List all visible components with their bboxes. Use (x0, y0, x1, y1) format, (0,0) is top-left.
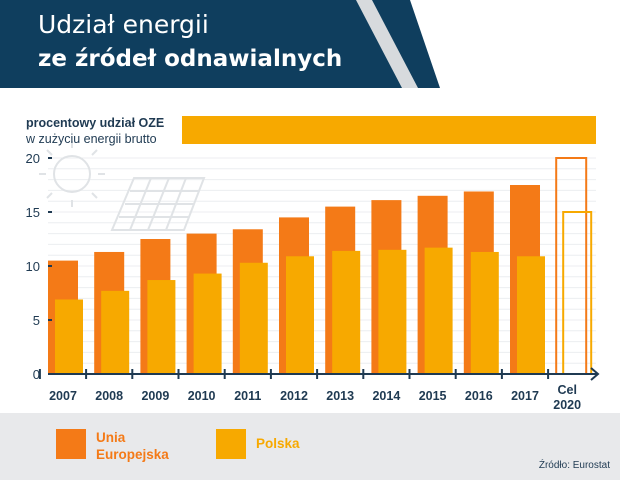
bar-pl-2013 (332, 250, 361, 374)
page-title-line-1: Udział energii (38, 10, 209, 39)
y-tick-label: 20 (26, 151, 40, 166)
y-tick-label: 0 (33, 367, 40, 382)
y-tick-label: 5 (33, 313, 40, 328)
x-tick-label: 2010 (188, 389, 216, 403)
x-tick-label: 2014 (372, 389, 400, 403)
x-tick-label: 2009 (141, 389, 169, 403)
axis-labels: 2007 2008 2009 2010 2011 2012 2013 2014 2015 2016… (26, 151, 582, 412)
bar-pl-2010 (193, 273, 222, 374)
bar-pl-2015 (424, 247, 453, 374)
target-label-line-2: 2020 (553, 398, 581, 412)
legend-swatch-pl (216, 429, 246, 459)
x-tick-label: 2016 (465, 389, 493, 403)
grid (48, 157, 596, 364)
bar-pl-2014 (378, 249, 407, 374)
x-tick-label: 2011 (234, 389, 261, 403)
y-tick-label: 10 (26, 259, 40, 274)
x-tick-label: 2012 (280, 389, 308, 403)
bar-pl-2011 (239, 262, 268, 374)
top-decor-bar (182, 116, 596, 144)
bar-pl-2009 (147, 280, 176, 374)
bar-pl-2016 (470, 251, 499, 374)
bar-pl-2008 (101, 290, 130, 374)
bars (48, 185, 545, 374)
chart-subtitle-line-2: w zużyciu energii brutto (26, 132, 157, 146)
header-diagonal-stripe (356, 0, 418, 88)
sun-icon (39, 141, 105, 207)
bar-pl-2007 (55, 299, 83, 374)
legend-label-eu-line-2: Europejska (96, 447, 169, 462)
solar-panel-icon (110, 177, 206, 231)
axes (38, 157, 600, 381)
legend-swatch-eu (56, 429, 86, 459)
x-tick-label: 2017 (511, 389, 539, 403)
legend-label-pl: Polska (256, 436, 300, 451)
legend-label-eu: Unia Europejska (96, 429, 206, 463)
target-label-line-1: Cel (557, 383, 576, 397)
x-tick-label: 2008 (95, 389, 123, 403)
source-note: Źródło: Eurostat (538, 460, 610, 471)
x-axis-arrow (590, 367, 600, 381)
bar-pl-2017 (517, 256, 545, 374)
header-banner (0, 0, 440, 88)
bar-pl-2012 (286, 256, 314, 374)
header-navy-band (0, 0, 440, 88)
y-tick-label: 15 (26, 205, 40, 220)
x-tick-label: 2007 (49, 389, 77, 403)
x-tick-label: 2015 (419, 389, 447, 403)
page-title-line-2: ze źródeł odnawialnych (38, 46, 343, 72)
bar-chart: 2007 2008 2009 2010 2011 2012 2013 2014 2015 2016… (26, 116, 600, 412)
chart-subtitle-line-1: procentowy udział OZE (26, 116, 165, 130)
x-tick-label: 2013 (326, 389, 354, 403)
legend-label-eu-line-1: Unia (96, 430, 126, 445)
legend: Unia Europejska Polska Źródło: Eurostat (0, 413, 620, 480)
